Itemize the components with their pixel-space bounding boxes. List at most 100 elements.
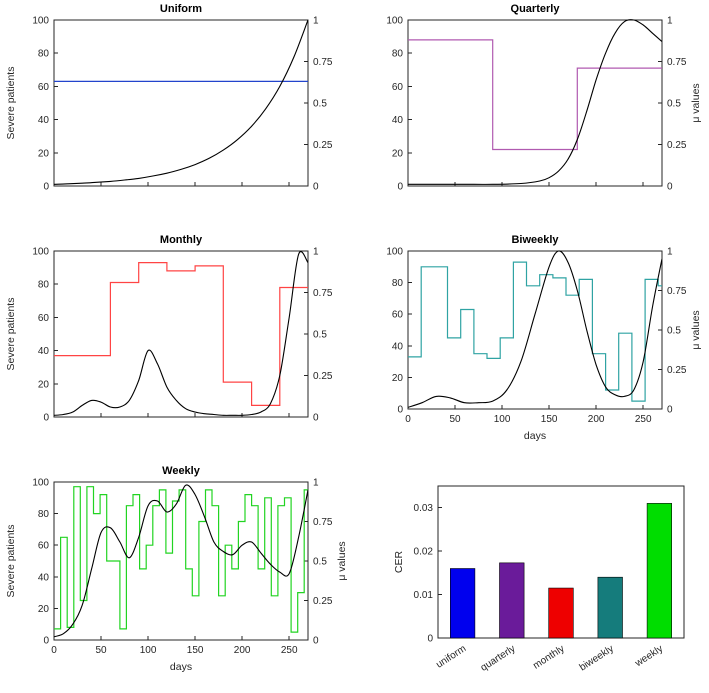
- svg-text:100: 100: [386, 247, 403, 258]
- svg-text:40: 40: [38, 115, 50, 126]
- svg-text:0.5: 0.5: [313, 330, 327, 341]
- monthly-left-axis-label: Severe patients: [5, 298, 17, 371]
- svg-text:0.5: 0.5: [667, 99, 681, 110]
- svg-text:0: 0: [313, 636, 319, 647]
- svg-text:0: 0: [313, 182, 319, 193]
- svg-text:0.01: 0.01: [414, 590, 434, 601]
- panel-cer-bars: 0 0.01 0.02 0.03 CER uniform quarterly monthly b…: [354, 462, 708, 693]
- weekly-line-chart: 0 50 100 150 200 250 0 20 40 60 80 100 0 0.25 0.5 0.75 1…: [5, 478, 348, 674]
- svg-text:20: 20: [38, 148, 50, 159]
- cer-y-axis-label: CER: [393, 550, 405, 573]
- svg-text:0: 0: [43, 182, 49, 193]
- svg-text:60: 60: [38, 82, 50, 93]
- svg-text:0.75: 0.75: [313, 288, 333, 299]
- svg-text:0.75: 0.75: [313, 517, 333, 528]
- weekly-axes: 0 50 100 150 200 250 0 20 40 60 80 100 0 0.25 0.5 0.75 1…: [5, 478, 348, 674]
- svg-text:20: 20: [38, 604, 50, 615]
- svg-text:60: 60: [38, 541, 50, 552]
- svg-text:100: 100: [32, 478, 49, 489]
- biweekly-mu-step-line: [408, 261, 662, 402]
- svg-text:0: 0: [667, 182, 673, 193]
- svg-text:200: 200: [234, 645, 251, 656]
- cer-bar-weekly: [646, 503, 673, 639]
- svg-text:0.75: 0.75: [667, 286, 687, 297]
- biweekly-axes: 0 50 100 150 200 250 0 20 40 60 80 100 0 0.25 0.5 0.75 1…: [386, 247, 702, 443]
- svg-text:0.5: 0.5: [667, 326, 681, 337]
- biweekly-x-axis-label: days: [524, 430, 546, 442]
- svg-text:0.75: 0.75: [313, 57, 333, 68]
- svg-text:0: 0: [43, 413, 49, 424]
- monthly-mu-step-line: [54, 262, 308, 406]
- svg-text:0.25: 0.25: [313, 596, 333, 607]
- svg-text:20: 20: [38, 379, 50, 390]
- svg-text:80: 80: [392, 278, 404, 289]
- svg-text:0: 0: [405, 414, 411, 425]
- svg-text:60: 60: [38, 313, 50, 324]
- svg-text:100: 100: [32, 16, 49, 27]
- cer-bar-uniform: [450, 568, 476, 639]
- svg-text:80: 80: [38, 280, 50, 291]
- svg-text:100: 100: [494, 414, 511, 425]
- svg-text:40: 40: [392, 341, 404, 352]
- svg-text:60: 60: [392, 310, 404, 321]
- cer-category-label: quarterly: [479, 643, 518, 673]
- svg-text:0: 0: [51, 645, 57, 656]
- svg-text:50: 50: [95, 645, 107, 656]
- svg-text:40: 40: [392, 115, 404, 126]
- svg-text:1: 1: [313, 16, 319, 27]
- quarterly-severe-curve: [408, 19, 662, 185]
- svg-text:0: 0: [667, 405, 673, 416]
- weekly-right-axis-label: μ values: [336, 541, 348, 580]
- svg-text:0.25: 0.25: [667, 140, 687, 151]
- cer-axes: 0 0.01 0.02 0.03 CER uniform quarterly monthly b…: [393, 485, 685, 674]
- svg-text:80: 80: [38, 49, 50, 60]
- svg-text:200: 200: [588, 414, 605, 425]
- svg-text:20: 20: [392, 148, 404, 159]
- svg-text:0.25: 0.25: [313, 371, 333, 382]
- svg-text:0: 0: [43, 636, 49, 647]
- svg-text:100: 100: [32, 247, 49, 258]
- quarterly-right-axis-label: μ values: [690, 83, 702, 122]
- svg-text:100: 100: [386, 16, 403, 27]
- biweekly-line-chart: 0 50 100 150 200 250 0 20 40 60 80 100 0 0.25 0.5 0.75 1…: [386, 247, 702, 443]
- svg-text:1: 1: [667, 16, 673, 27]
- svg-text:100: 100: [140, 645, 157, 656]
- cer-category-label: weekly: [633, 643, 665, 669]
- svg-text:80: 80: [38, 509, 50, 520]
- svg-text:0: 0: [313, 413, 319, 424]
- svg-text:150: 150: [187, 645, 204, 656]
- cer-bar-chart: 0 0.01 0.02 0.03 CER uniform quarterly monthly b…: [393, 485, 685, 674]
- svg-text:0.03: 0.03: [414, 503, 434, 514]
- monthly-axes: 0 20 40 60 80 100 0 0.25 0.5 0.75 1 Severe patients: [5, 247, 333, 424]
- svg-text:250: 250: [635, 414, 652, 425]
- svg-text:0.75: 0.75: [667, 57, 687, 68]
- uniform-severe-curve: [54, 19, 308, 185]
- svg-text:0.25: 0.25: [667, 365, 687, 376]
- panel-weekly: Weekly 0 50 100 150 200 250 0 20 40 60 80 100 0 0.25 0…: [0, 462, 354, 693]
- cer-category-label: biweekly: [578, 643, 616, 673]
- panel-biweekly: Biweekly 0 50 100 150 200 250 0 20 40 60 80 100 0 0.2…: [354, 231, 708, 462]
- panel-uniform: Uniform 0 20 40 60 80 100 0 0.25 0.5 0.75 1 Severe …: [0, 0, 354, 231]
- svg-text:0.5: 0.5: [313, 557, 327, 568]
- cer-bar-quarterly: [499, 562, 525, 639]
- svg-text:40: 40: [38, 572, 50, 583]
- monthly-line-chart: 0 20 40 60 80 100 0 0.25 0.5 0.75 1 Severe patients: [5, 247, 333, 424]
- uniform-left-axis-label: Severe patients: [5, 67, 17, 140]
- uniform-line-chart: 0 20 40 60 80 100 0 0.25 0.5 0.75 1 Severe patients: [5, 16, 333, 193]
- svg-text:50: 50: [449, 414, 461, 425]
- svg-text:1: 1: [313, 478, 319, 489]
- cer-bar-monthly: [548, 587, 574, 639]
- weekly-x-axis-label: days: [170, 661, 192, 673]
- svg-text:250: 250: [281, 645, 298, 656]
- panel-monthly: Monthly 0 20 40 60 80 100 0 0.25 0.5 0.75 1 Severe …: [0, 231, 354, 462]
- svg-text:150: 150: [541, 414, 558, 425]
- quarterly-mu-step-line: [408, 39, 662, 151]
- cer-bar-biweekly: [597, 576, 623, 639]
- svg-text:0: 0: [397, 405, 403, 416]
- biweekly-severe-curve: [408, 250, 662, 408]
- svg-text:1: 1: [667, 247, 673, 258]
- biweekly-right-axis-label: μ values: [690, 310, 702, 349]
- svg-text:0.5: 0.5: [313, 99, 327, 110]
- svg-text:0: 0: [397, 182, 403, 193]
